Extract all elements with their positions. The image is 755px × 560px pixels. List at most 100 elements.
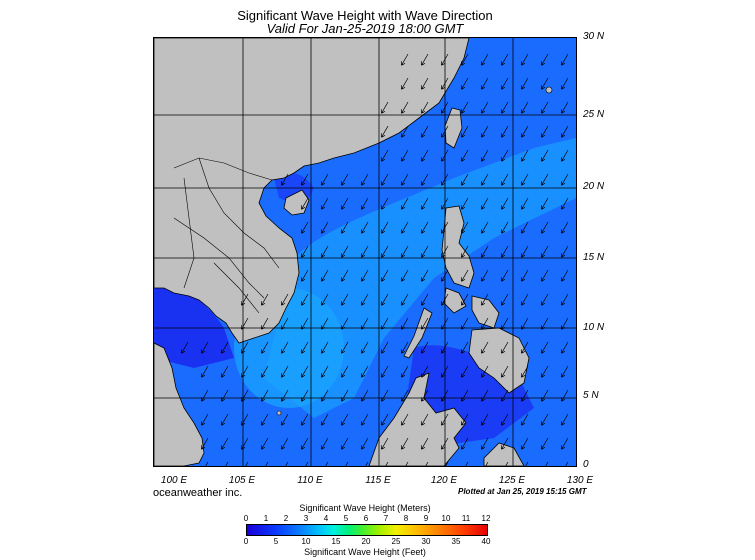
credit-label: oceanweather inc.	[153, 487, 243, 499]
wave-arrow	[421, 317, 429, 330]
wave-height-map	[153, 37, 577, 467]
wave-arrow	[421, 101, 429, 114]
lat-label-10n: 10 N	[583, 322, 605, 333]
wave-arrow	[421, 197, 429, 210]
wave-arrow	[341, 221, 349, 234]
colorbar-tick-meters: 1	[263, 514, 269, 523]
wave-arrow	[381, 317, 389, 330]
wave-arrow	[361, 197, 369, 210]
wave-arrow	[561, 53, 569, 66]
wave-arrow	[441, 317, 449, 330]
wave-arrow	[341, 197, 349, 210]
wave-arrow	[481, 77, 489, 90]
wave-arrow	[561, 293, 569, 306]
wave-arrow	[281, 293, 289, 306]
wave-arrow	[521, 389, 529, 402]
wave-arrow	[341, 245, 349, 258]
colorbar-title-meters: Significant Wave Height (Meters)	[299, 503, 431, 513]
border-line	[183, 177, 195, 289]
colorbar-tick-feet: 40	[481, 537, 491, 546]
wave-arrow	[221, 341, 229, 354]
colorbar-tick-feet: 30	[421, 537, 431, 546]
wave-arrow	[281, 317, 289, 330]
colorbar-tick-meters: 2	[283, 514, 289, 523]
colorbar-title-feet: Significant Wave Height (Feet)	[304, 547, 426, 557]
wave-arrow	[521, 245, 529, 258]
wave-arrow	[541, 341, 549, 354]
wave-arrow	[561, 149, 569, 162]
wave-arrow	[541, 197, 549, 210]
wave-arrow	[321, 389, 329, 402]
wave-arrow	[441, 365, 449, 378]
wave-arrow	[481, 269, 489, 282]
wave-arrow	[401, 341, 409, 354]
lat-label-25n: 25 N	[583, 109, 605, 120]
wave-arrow	[421, 221, 429, 234]
wave-arrow	[441, 269, 449, 282]
wave-arrow	[261, 437, 269, 450]
wave-arrow	[385, 461, 389, 466]
wave-arrow	[341, 293, 349, 306]
wave-arrow	[461, 197, 469, 210]
lon-label-110e: 110 E	[297, 475, 323, 486]
border-line	[213, 262, 260, 314]
wave-arrow	[525, 461, 529, 466]
wave-arrow	[401, 101, 409, 114]
wave-arrow	[441, 149, 449, 162]
wave-arrow	[501, 77, 509, 90]
wave-arrow	[481, 125, 489, 138]
wave-arrow	[221, 389, 229, 402]
wave-arrow	[485, 461, 489, 466]
wave-arrow	[401, 437, 409, 450]
wave-arrow	[201, 341, 209, 354]
wave-arrow	[541, 269, 549, 282]
wave-arrow	[481, 245, 489, 258]
wave-arrow	[341, 413, 349, 426]
wave-arrow	[301, 317, 309, 330]
wave-arrow	[501, 317, 509, 330]
wave-arrow	[261, 341, 269, 354]
wave-arrow	[461, 173, 469, 186]
wave-arrow	[301, 293, 309, 306]
wave-arrow	[401, 149, 409, 162]
wave-arrow	[361, 341, 369, 354]
wave-arrow	[521, 317, 529, 330]
wave-arrow	[321, 413, 329, 426]
wave-arrow	[365, 461, 369, 466]
wave-arrow	[381, 125, 389, 138]
sulawesi	[483, 442, 525, 466]
wave-arrow	[481, 317, 489, 330]
wave-arrow	[561, 125, 569, 138]
wave-arrow	[561, 437, 569, 450]
lat-label-20n: 20 N	[583, 181, 605, 192]
wave-arrow	[481, 149, 489, 162]
wave-arrow	[421, 389, 429, 402]
wave-arrow	[281, 341, 289, 354]
wave-arrow	[521, 437, 529, 450]
wave-arrow	[461, 77, 469, 90]
colorbar-tick-feet: 25	[391, 537, 401, 546]
lon-label-130e: 130 E	[566, 475, 594, 486]
wave-arrow	[501, 389, 509, 402]
wave-arrow	[481, 437, 489, 450]
wave-arrow	[481, 53, 489, 66]
wave-arrow	[501, 125, 509, 138]
wave-arrow	[501, 437, 509, 450]
wave-arrow	[441, 221, 449, 234]
wave-arrow	[561, 197, 569, 210]
wave-arrow	[481, 197, 489, 210]
wave-arrow	[445, 461, 449, 466]
lon-label-100e: 100 E	[160, 475, 188, 486]
wave-arrow	[321, 365, 329, 378]
wave-arrow	[501, 173, 509, 186]
colorbar-tick-meters: 3	[303, 514, 309, 523]
colorbar-tick-feet: 35	[451, 537, 461, 546]
wave-arrow	[561, 413, 569, 426]
wave-arrow	[201, 389, 209, 402]
wave-arrow	[441, 413, 449, 426]
wave-arrow	[501, 149, 509, 162]
wave-arrow	[241, 437, 249, 450]
wave-arrow	[241, 341, 249, 354]
wave-arrow	[381, 221, 389, 234]
lon-label-115e: 115 E	[365, 475, 391, 486]
